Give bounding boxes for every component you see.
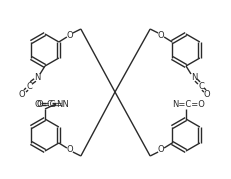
Text: O: O bbox=[158, 30, 164, 40]
Text: C: C bbox=[198, 81, 204, 91]
Text: N=C=O: N=C=O bbox=[172, 100, 205, 108]
Text: N: N bbox=[34, 72, 40, 81]
Text: O=C=N: O=C=N bbox=[36, 100, 69, 108]
Text: O: O bbox=[67, 30, 73, 40]
Text: C: C bbox=[26, 81, 32, 91]
Text: O: O bbox=[35, 100, 41, 108]
Text: O: O bbox=[19, 90, 25, 98]
Text: C: C bbox=[46, 100, 52, 108]
Text: O: O bbox=[158, 146, 164, 154]
Text: O: O bbox=[204, 90, 210, 98]
Text: O: O bbox=[67, 146, 73, 154]
Text: N: N bbox=[191, 72, 197, 81]
Text: N: N bbox=[56, 100, 62, 108]
